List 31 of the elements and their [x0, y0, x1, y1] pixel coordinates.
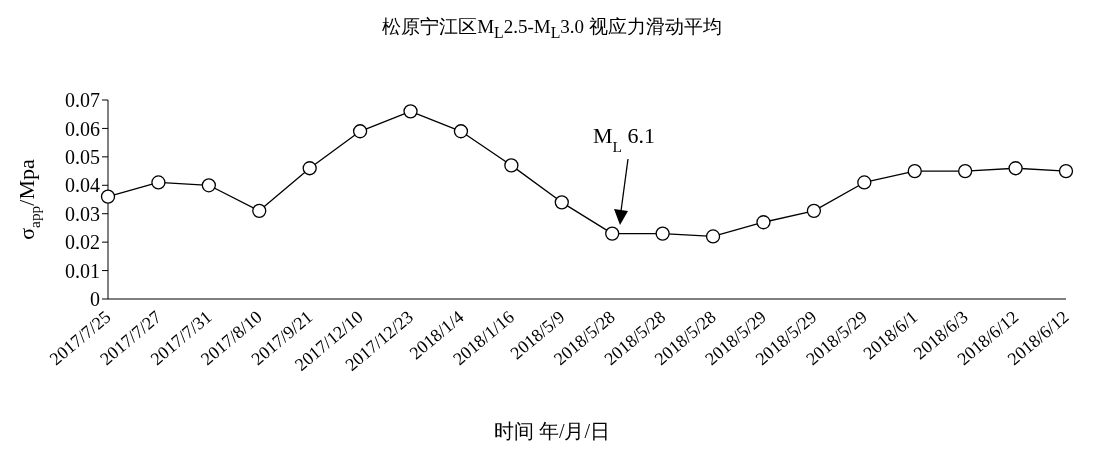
- point: [252, 203, 267, 219]
- point: [907, 163, 922, 179]
- point: [1058, 163, 1074, 179]
- point: [756, 215, 771, 230]
- y-tick-label: 0.02: [65, 231, 100, 254]
- y-tick-label: 0.03: [65, 202, 100, 225]
- chart-title: 松原宁江区M$_{L}$2.5-M$_{L}$3.0 视应力滑动平均: [381, 15, 723, 42]
- point: [554, 195, 569, 210]
- point: [352, 124, 368, 139]
- point: [655, 226, 670, 241]
- y-tick-label: 0.06: [65, 117, 100, 140]
- point: [504, 158, 519, 173]
- point: [806, 203, 822, 219]
- y-tick-label: 0.07: [65, 89, 100, 112]
- y-tick-label: 0.04: [65, 174, 100, 197]
- y-tick-label: 0.05: [65, 145, 100, 168]
- point: [302, 161, 317, 176]
- point: [151, 175, 166, 190]
- y-tick-label: 0.01: [65, 259, 100, 282]
- y-tick-label: 0: [90, 288, 100, 311]
- point: [201, 178, 216, 193]
- point: [857, 175, 872, 190]
- point: [605, 226, 620, 241]
- annotation: M$_{L}$ 6.1: [593, 123, 655, 155]
- point: [958, 163, 973, 179]
- point: [705, 229, 721, 244]
- point: [1008, 161, 1023, 176]
- x-axis-title: 时间 年/月/日: [492, 419, 612, 444]
- point: [403, 104, 418, 119]
- point: [453, 124, 469, 139]
- point: [100, 189, 116, 204]
